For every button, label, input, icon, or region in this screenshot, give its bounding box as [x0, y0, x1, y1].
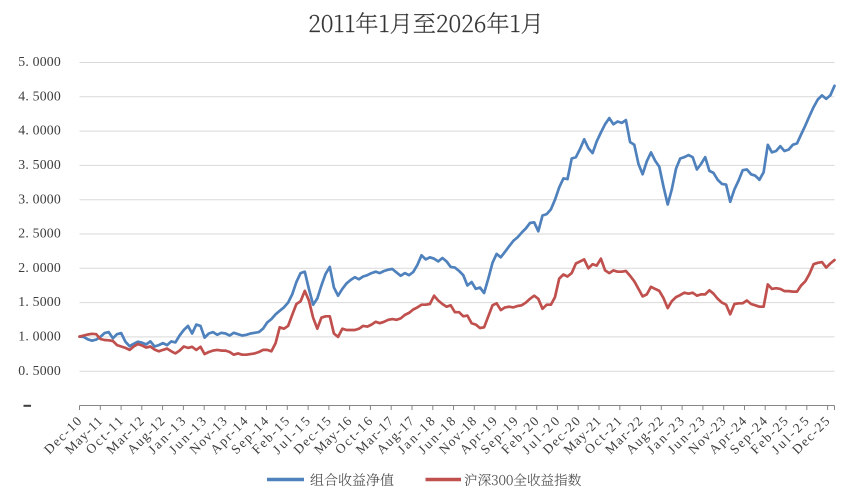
- svg-text:4. 0000: 4. 0000: [18, 123, 61, 138]
- svg-text:4. 5000: 4. 5000: [18, 88, 61, 103]
- svg-text:2. 5000: 2. 5000: [18, 226, 61, 241]
- svg-text:3. 5000: 3. 5000: [18, 157, 61, 172]
- svg-text:1. 0000: 1. 0000: [18, 329, 61, 344]
- svg-text:3. 0000: 3. 0000: [18, 191, 61, 206]
- svg-text:5. 0000: 5. 0000: [18, 54, 61, 69]
- svg-text:1. 5000: 1. 5000: [18, 294, 61, 309]
- svg-text:2. 0000: 2. 0000: [18, 260, 61, 275]
- svg-text:0. 5000: 0. 5000: [18, 363, 61, 378]
